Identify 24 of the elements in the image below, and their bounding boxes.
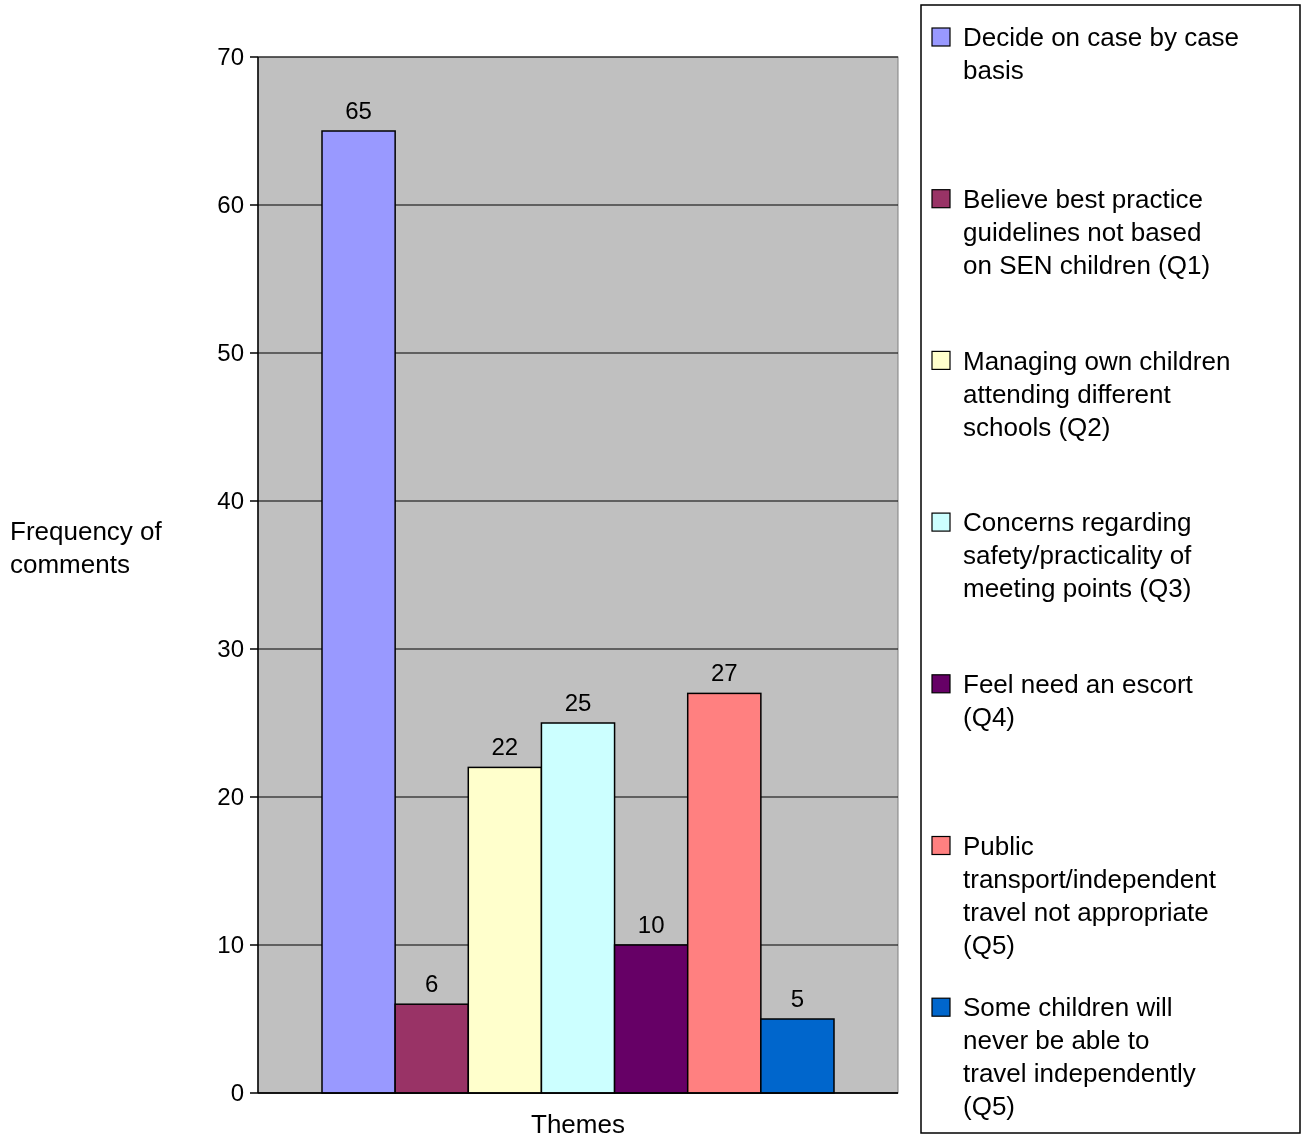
data-label: 5: [790, 985, 805, 1012]
y-tick-label: 60: [217, 191, 244, 219]
legend-label: Feel need an escort (Q4): [963, 668, 1194, 732]
legend-label: Some children will never be able to travel independently (Q5): [963, 992, 1196, 1122]
data-label: 10: [637, 911, 665, 938]
y-tick-label: 20: [217, 783, 244, 811]
legend-label: Public transport/independent travel not appropriate (Q5): [963, 830, 1217, 960]
legend-label: Managing own children attending different schools (Q2): [963, 345, 1231, 442]
legend-label: Concerns regarding safety/practicality of meeting points (Q3): [963, 507, 1193, 604]
y-axis-title: Frequency of comments: [10, 516, 163, 579]
y-tick-label: 10: [217, 931, 244, 959]
data-label: 25: [564, 689, 592, 716]
data-label: 22: [491, 733, 519, 761]
x-axis-title: Themes: [531, 1109, 625, 1139]
data-label: 6: [425, 970, 439, 998]
legend-label: Believe best practice guidelines not based on SEN children (Q1): [963, 183, 1211, 280]
y-tick-label: 40: [217, 487, 244, 515]
data-label: 65: [345, 97, 372, 124]
data-label: 27: [710, 659, 738, 687]
y-tick-label: 30: [217, 635, 244, 663]
y-tick-label: 50: [217, 339, 244, 367]
y-tick-label: 0: [230, 1079, 244, 1107]
legend-label: Decide on case by case basis: [963, 22, 1240, 86]
y-tick-label: 70: [217, 43, 244, 71]
